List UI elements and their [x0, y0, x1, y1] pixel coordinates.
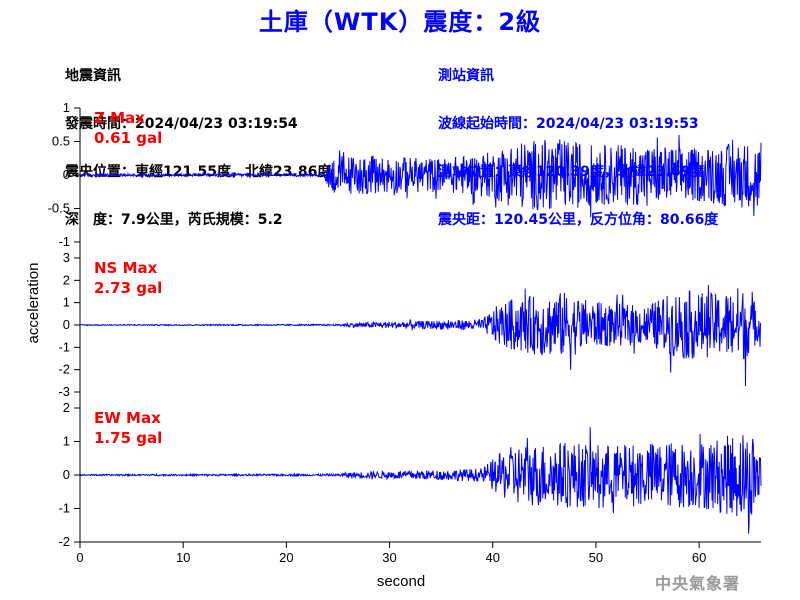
ns-ytick-label: 0 [63, 317, 70, 332]
ew-ytick-label: -1 [58, 501, 70, 516]
origin-time: 發震時間：2024/04/23 03:19:54 [65, 116, 298, 132]
y-axis-title: acceleration [25, 263, 42, 344]
wave-start-time: 波線起始時間：2024/04/23 03:19:53 [438, 116, 699, 132]
x-tick-label: 30 [382, 550, 396, 565]
ew-max-title: EW Max [94, 409, 161, 427]
ew-ytick-label: 1 [63, 434, 70, 449]
ns-ytick-label: 3 [63, 250, 70, 265]
ew-ytick-label: -2 [58, 534, 70, 549]
x-tick-label: 60 [692, 550, 706, 565]
z-ytick-label: 0 [63, 167, 70, 182]
z-trace [79, 134, 762, 218]
agency-logo-text: 中央氣象署 [655, 574, 741, 593]
ns-ytick-label: -1 [58, 339, 70, 354]
x-tick-label: 50 [589, 550, 603, 565]
ns-ytick-label: 1 [63, 295, 70, 310]
ns-trace [79, 284, 762, 387]
z-ytick-label: 0.5 [52, 134, 70, 149]
depth-magnitude: 深 度：7.9公里，芮氏規模：5.2 [65, 212, 283, 228]
ns-max-label: NS Max 2.73 gal [94, 258, 162, 298]
ew-ytick-label: 2 [63, 400, 70, 415]
station-info-heading: 測站資訊 [438, 68, 494, 84]
x-axis-title: second [377, 573, 425, 590]
x-tick-label: 10 [176, 550, 190, 565]
z-ytick-label: -0.5 [48, 201, 70, 216]
epicentral-distance: 震央距：120.45公里，反方位角：80.66度 [438, 212, 719, 228]
ns-ytick-label: -3 [58, 384, 70, 399]
ns-ytick-label: 2 [63, 272, 70, 287]
earthquake-info-heading: 地震資訊 [65, 68, 121, 84]
ns-max-value: 2.73 gal [94, 279, 163, 297]
chart-title: 土庫（WTK）震度：2級 [258, 8, 542, 36]
earthquake-info: 地震資訊 發震時間：2024/04/23 03:19:54 震央位置：東經121… [65, 36, 331, 244]
x-tick-label: 20 [279, 550, 293, 565]
z-max-value: 0.61 gal [94, 129, 163, 147]
ns-max-title: NS Max [94, 259, 158, 277]
ew-trace [79, 427, 762, 534]
ew-max-label: EW Max 1.75 gal [94, 408, 162, 448]
ew-max-value: 1.75 gal [94, 429, 163, 447]
z-max-label: Z Max 0.61 gal [94, 108, 162, 148]
z-ytick-label: -1 [58, 234, 70, 249]
x-tick-label: 0 [76, 550, 83, 565]
ns-ytick-label: -2 [58, 362, 70, 377]
x-tick-label: 40 [485, 550, 499, 565]
ew-ytick-label: 0 [63, 467, 70, 482]
z-ytick-label: 1 [63, 100, 70, 115]
z-max-title: Z Max [94, 109, 145, 127]
